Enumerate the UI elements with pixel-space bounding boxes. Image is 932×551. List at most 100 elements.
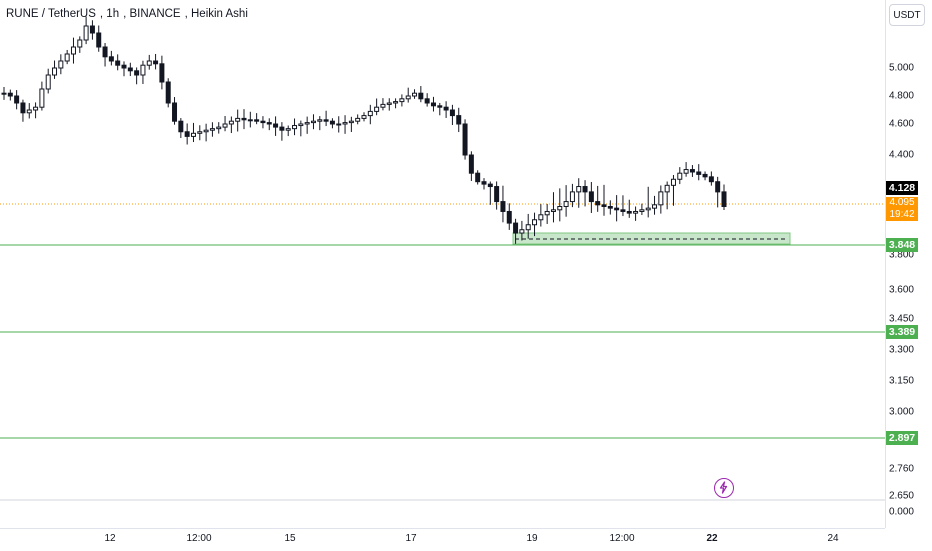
candle <box>228 116 234 134</box>
time-axis[interactable] <box>0 528 885 551</box>
candle <box>70 37 76 64</box>
candle <box>279 122 285 141</box>
candle <box>696 164 702 181</box>
time-tick: 12 <box>104 533 116 544</box>
price-tick: 3.450 <box>888 313 914 325</box>
candle <box>374 98 380 116</box>
price-tick: 4.400 <box>888 149 914 161</box>
candle <box>323 110 329 127</box>
candle <box>683 162 689 177</box>
candle <box>607 200 613 215</box>
candle <box>165 78 171 108</box>
candle <box>304 116 310 134</box>
price-tick: 3.800 <box>888 249 914 261</box>
time-tick: 22 <box>706 533 718 544</box>
candle <box>475 170 481 185</box>
price-axis[interactable] <box>885 0 932 528</box>
time-tick: 15 <box>284 533 296 544</box>
candle <box>405 87 411 103</box>
candle <box>26 103 32 119</box>
chart-style-label: Heikin Ashi <box>191 8 248 20</box>
candle <box>393 98 399 109</box>
candle <box>468 151 474 181</box>
candle <box>222 115 228 132</box>
candle <box>652 195 658 215</box>
candle <box>380 98 386 111</box>
candle <box>626 199 632 218</box>
price-tick: 4.600 <box>888 118 914 130</box>
candle <box>639 203 645 215</box>
candle <box>348 116 354 132</box>
price-tick: 2.650 <box>888 490 914 502</box>
candle <box>254 113 260 125</box>
candle <box>266 118 272 131</box>
candle <box>20 99 26 122</box>
time-tick: 24 <box>827 533 839 544</box>
candle <box>532 212 538 237</box>
candle <box>153 53 159 70</box>
candle <box>418 86 424 103</box>
candle <box>260 116 266 129</box>
candle <box>361 112 367 122</box>
candle <box>456 107 462 133</box>
candle <box>386 98 392 111</box>
current-price-label: 4.095 <box>886 197 918 209</box>
candle <box>336 116 342 133</box>
candle <box>298 120 304 137</box>
interval-label[interactable]: 1h <box>106 8 120 20</box>
currency-selector[interactable]: USDT <box>889 4 925 26</box>
candle <box>614 195 620 222</box>
lightning-icon[interactable] <box>714 478 734 498</box>
candle <box>664 181 670 210</box>
candle <box>677 167 683 185</box>
candle <box>412 89 418 99</box>
price-tick: 5.000 <box>888 62 914 74</box>
candle <box>77 36 83 53</box>
candle <box>721 184 727 211</box>
time-tick: 17 <box>405 533 417 544</box>
price-tick: 2.760 <box>888 463 914 475</box>
candle <box>557 188 563 222</box>
candle <box>550 192 556 223</box>
chart-title: RUNE / TetherUS, 1h, BINANCE, Heikin Ash… <box>6 8 248 20</box>
candle <box>127 62 133 77</box>
candle <box>715 176 721 208</box>
candle <box>89 20 95 40</box>
candle <box>702 171 708 181</box>
level-label-2: 3.389 <box>886 325 918 339</box>
price-label-high: 4.128 <box>886 181 918 195</box>
candle <box>689 165 695 177</box>
candle <box>310 114 316 130</box>
candle <box>525 213 531 239</box>
candle <box>209 122 215 137</box>
candle <box>58 54 64 75</box>
candle <box>544 204 550 224</box>
candle <box>14 90 20 110</box>
price-plot[interactable] <box>0 0 885 528</box>
candle <box>241 109 247 130</box>
candle <box>235 109 241 132</box>
candle <box>342 115 348 134</box>
candle <box>355 114 361 125</box>
candle <box>140 60 146 84</box>
symbol-label[interactable]: RUNE / TetherUS <box>6 8 96 20</box>
candle <box>658 185 664 214</box>
candle <box>367 104 373 125</box>
price-tick: 3.150 <box>888 375 914 387</box>
candle <box>115 54 121 71</box>
candle <box>7 89 13 101</box>
candle <box>620 195 626 217</box>
candle <box>317 116 323 131</box>
candle <box>443 101 449 118</box>
candle <box>121 61 127 77</box>
candle <box>190 122 196 143</box>
candle <box>588 181 594 213</box>
candle <box>481 178 487 190</box>
candle <box>506 203 512 230</box>
candle <box>197 125 203 141</box>
candle <box>595 185 601 212</box>
candle <box>645 186 651 218</box>
candle <box>563 185 569 217</box>
candle <box>430 96 436 112</box>
